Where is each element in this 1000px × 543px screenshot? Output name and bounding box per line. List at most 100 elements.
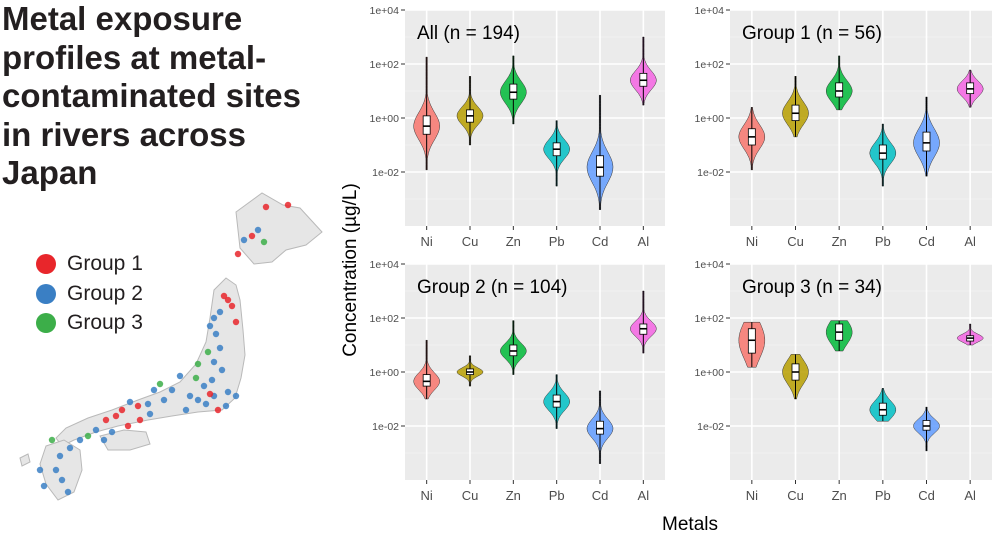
y-tick-label: 1e+00 [370, 113, 400, 125]
x-tick-label: Pb [875, 234, 891, 249]
x-tick-label: Pb [549, 234, 565, 249]
site-dot [144, 400, 152, 408]
site-dot [192, 374, 200, 382]
legend-label-group-3: Group 3 [67, 311, 143, 334]
x-tick-label: Ni [421, 488, 433, 503]
x-tick-label: Al [638, 488, 650, 503]
site-dot [182, 406, 190, 414]
site-dot [52, 466, 60, 474]
site-dot [206, 390, 214, 398]
site-dot [224, 388, 232, 396]
box-ni [422, 115, 431, 135]
site-dot [156, 380, 164, 388]
site-dot [108, 428, 116, 436]
panel-label-3: Group 2 (n = 104) [417, 277, 568, 298]
legend-item-group-2: Group 2 [36, 282, 143, 306]
legend-label-group-1: Group 1 [67, 252, 143, 275]
chart-panel-4: 1e-02 1e+00 1e+02 1e+04 Ni Cu Zn Pb Cd Al Group 3 … [695, 259, 992, 503]
panel-label-4: Group 3 (n = 34) [742, 277, 882, 298]
x-tick-label: Al [964, 234, 976, 249]
site-dot [200, 382, 208, 390]
chart-panel-3: 1e-02 1e+00 1e+02 1e+04 Ni Cu Zn Pb Cd Al Group 2 … [370, 259, 665, 503]
box-ni [422, 374, 431, 387]
legend-dot-group-1 [36, 254, 56, 274]
title-line-2: profiles at metal- [2, 38, 267, 76]
site-dot [150, 386, 158, 394]
site-dot [208, 376, 216, 384]
site-dot [254, 226, 262, 234]
site-dot [206, 322, 214, 330]
legend-dot-group-3 [36, 313, 56, 333]
site-dot [56, 452, 64, 460]
legend-dot-group-2 [36, 284, 56, 304]
site-dot [212, 330, 220, 338]
japan-map [19, 192, 323, 501]
site-dot [262, 203, 270, 211]
x-tick-label: Cu [787, 234, 804, 249]
title-line-4: in rivers across [2, 115, 246, 153]
chart-panel-1: 1e-02 1e+00 1e+02 1e+04 Ni Cu Zn Pb Cd Al All (n =… [370, 5, 665, 249]
site-dot [118, 406, 126, 414]
site-dot [248, 232, 256, 240]
legend-label-group-2: Group 2 [67, 282, 143, 305]
x-tick-label: Ni [421, 234, 433, 249]
site-dot [176, 372, 184, 380]
site-dot [92, 426, 100, 434]
x-tick-label: Al [638, 234, 650, 249]
site-dot [210, 358, 218, 366]
x-tick-label: Zn [832, 488, 847, 503]
site-dot [220, 292, 228, 300]
japan-map-sites [36, 201, 292, 496]
figure-title: Metal exposure profiles at metal- contam… [2, 0, 322, 193]
y-tick-label: 1e+00 [695, 367, 725, 379]
x-tick-label: Cu [787, 488, 804, 503]
x-tick-label: Al [964, 488, 976, 503]
site-dot [214, 406, 222, 414]
site-dot [224, 296, 232, 304]
site-dot [126, 398, 134, 406]
x-tick-label: Zn [832, 234, 847, 249]
y-tick-label: 1e+00 [370, 367, 400, 379]
title-line-3: contaminated sites [2, 77, 301, 114]
x-tick-label: Ni [746, 234, 758, 249]
panel-label-2: Group 1 (n = 56) [742, 23, 882, 44]
site-dot [222, 402, 230, 410]
site-dot [194, 396, 202, 404]
site-dot [204, 348, 212, 356]
site-dot [66, 444, 74, 452]
site-dot [232, 318, 240, 326]
y-tick-label: 1e+02 [370, 59, 400, 71]
x-tick-label: Cd [918, 488, 935, 503]
legend-item-group-1: Group 1 [36, 252, 143, 276]
y-axis-label: Concentration (µg/L) [340, 183, 361, 357]
y-tick-label: 1e+04 [695, 5, 725, 17]
site-dot [146, 410, 154, 418]
box-cd [922, 131, 931, 152]
x-axis-label: Metals [662, 514, 718, 535]
y-tick-label: 1e+04 [695, 259, 725, 271]
box-zn [835, 82, 844, 98]
site-dot [284, 201, 292, 209]
site-dot [234, 250, 242, 258]
y-tick-label: 1e-02 [372, 167, 399, 179]
site-dot [64, 488, 72, 496]
x-tick-label: Cd [592, 234, 609, 249]
y-tick-label: 1e+02 [370, 313, 400, 325]
site-dot [84, 432, 92, 440]
x-tick-label: Pb [875, 488, 891, 503]
site-dot [228, 302, 236, 310]
y-tick-label: 1e-02 [697, 421, 724, 433]
legend-item-group-3: Group 3 [36, 311, 143, 335]
x-tick-label: Cd [918, 234, 935, 249]
site-dot [218, 366, 226, 374]
site-dot [112, 412, 120, 420]
site-dot [100, 436, 108, 444]
y-tick-label: 1e+02 [695, 59, 725, 71]
site-dot [260, 238, 268, 246]
site-dot [194, 360, 202, 368]
site-dot [168, 386, 176, 394]
x-tick-label: Zn [506, 234, 521, 249]
y-tick-label: 1e+00 [695, 113, 725, 125]
x-tick-label: Zn [506, 488, 521, 503]
